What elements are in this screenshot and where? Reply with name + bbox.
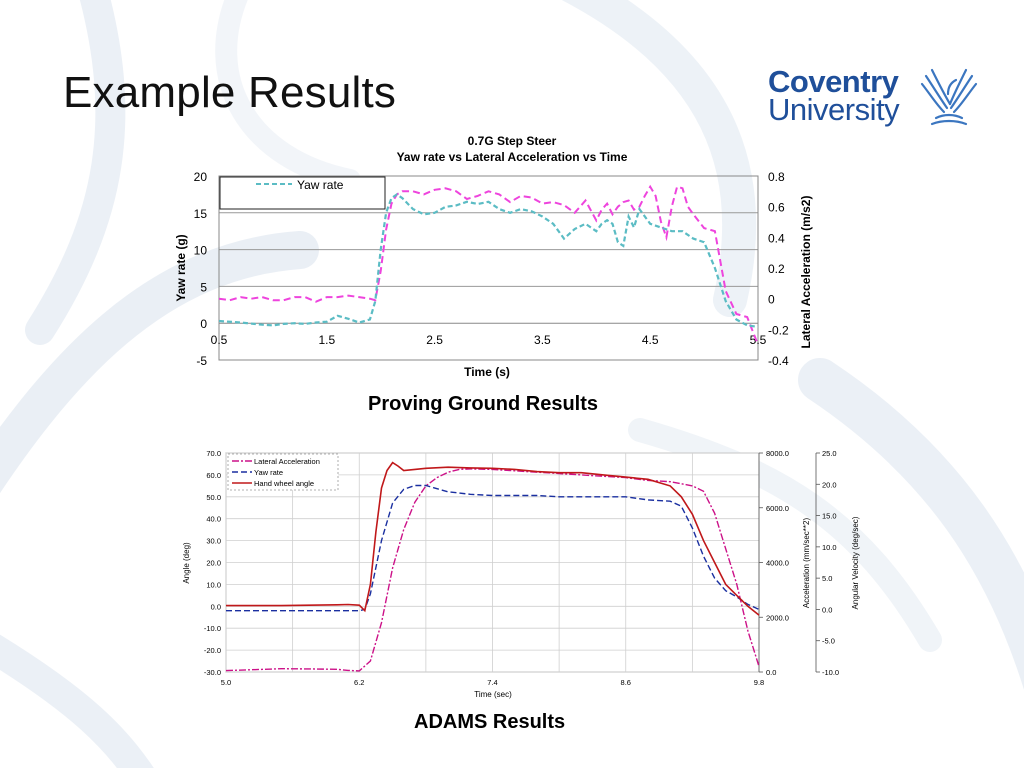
chart1-y2label: Lateral Acceleration (m/s2) <box>799 196 813 349</box>
chart2-series-lateral-acceleration <box>225 468 760 672</box>
chart2-y3label: Angular Velocity (deg/sec) <box>851 516 860 609</box>
chart1-ylabel: Yaw rate (g) <box>174 234 188 301</box>
chart1-y2tick-label: 0.6 <box>768 201 785 215</box>
chart2-y3tick-label: 15.0 <box>822 512 837 521</box>
chart2-legend-label: Hand wheel angle <box>254 479 314 488</box>
chart2-xtick-label: 5.0 <box>221 678 231 687</box>
chart2-ytick-label: 60.0 <box>206 471 221 480</box>
chart1-legend-box <box>219 176 386 210</box>
chart1-y2tick-label: -0.4 <box>768 354 789 368</box>
chart2-y3tick-label: 5.0 <box>822 574 832 583</box>
chart2-y2tick-label: 6000.0 <box>766 504 789 513</box>
chart2-series-hand-wheel-angle <box>226 461 760 616</box>
chart2-xtick-label: 6.2 <box>354 678 364 687</box>
chart1-series-yaw-rate <box>218 193 759 328</box>
chart1-xlabel: Time (s) <box>464 365 510 379</box>
chart2-y3tick-label: -10.0 <box>822 668 839 677</box>
chart1-subtitle: Yaw rate vs Lateral Acceleration vs Time <box>397 150 628 164</box>
chart2-xtick-label: 9.8 <box>754 678 764 687</box>
chart2-xtick-label: 7.4 <box>487 678 497 687</box>
chart2-legend-label: Lateral Acceleration <box>254 457 320 466</box>
chart1-y2tick-label: 0 <box>768 293 775 307</box>
chart1-ytick-label: 5 <box>200 280 207 294</box>
chart2-y2tick-label: 0.0 <box>766 668 776 677</box>
chart2-ytick-label: 40.0 <box>206 515 221 524</box>
chart1-y2tick-label: 0.4 <box>768 231 785 245</box>
background-swirl <box>798 358 1024 690</box>
chart1-xtick-label: 3.5 <box>534 333 551 347</box>
chart1-plot-frame <box>218 175 759 361</box>
chart1-y2tick-label: 0.2 <box>768 262 785 276</box>
chart2-y3tick-label: 0.0 <box>822 605 832 614</box>
slide-title: Example Results <box>63 68 397 117</box>
chart1-y2tick-label: -0.2 <box>768 323 789 337</box>
adams-caption: ADAMS Results <box>414 711 566 733</box>
chart2-ytick-label: 10.0 <box>206 580 221 589</box>
logo-line2: University <box>768 92 900 127</box>
phoenix-logo-icon <box>920 68 978 126</box>
chart2-legend-label: Yaw rate <box>254 468 283 477</box>
background-swirl <box>25 0 126 345</box>
coventry-university-logo: Coventry University <box>768 62 988 134</box>
chart2-ytick-label: -30.0 <box>204 668 221 677</box>
chart2-y3tick-label: 10.0 <box>822 543 837 552</box>
chart2-y2label: Acceleration (mm/sec**2) <box>802 518 811 609</box>
background-swirl <box>628 418 942 652</box>
chart2-y2tick-label: 4000.0 <box>766 559 789 568</box>
chart1-xtick-label: 1.5 <box>318 333 335 347</box>
chart2-ytick-label: 0.0 <box>211 602 221 611</box>
chart2-legend-box <box>227 453 339 491</box>
chart2-y3tick-label: -5.0 <box>822 637 835 646</box>
chart1-ytick-label: -5 <box>196 354 207 368</box>
chart2-y2tick-label: 8000.0 <box>766 449 789 458</box>
chart2-xtick-label: 8.6 <box>621 678 631 687</box>
background-swirl <box>0 231 319 494</box>
chart1-ytick-label: 15 <box>194 207 208 221</box>
chart2-series-yaw-rate <box>226 484 760 612</box>
chart2-y3tick-label: 25.0 <box>822 449 837 458</box>
chart1-series-lateral-acceleration <box>218 184 759 346</box>
chart2-ytick-label: 70.0 <box>206 449 221 458</box>
proving-ground-caption: Proving Ground Results <box>368 393 599 415</box>
chart1-y2tick-label: 0.8 <box>768 170 785 184</box>
chart1-ytick-label: 20 <box>194 170 208 184</box>
chart2-ytick-label: 50.0 <box>206 493 221 502</box>
chart1-title: 0.7G Step Steer <box>468 134 557 148</box>
chart1-xtick-label: 4.5 <box>642 333 659 347</box>
chart1-xtick-label: 0.5 <box>211 333 228 347</box>
background-swirl <box>215 0 361 191</box>
background-swirl <box>0 634 154 768</box>
chart1-ytick-label: 10 <box>194 244 208 258</box>
chart1-xtick-label: 2.5 <box>426 333 443 347</box>
chart2-y2tick-label: 2000.0 <box>766 613 789 622</box>
chart2-ytick-label: 20.0 <box>206 559 221 568</box>
chart2-ytick-label: 30.0 <box>206 537 221 546</box>
chart1-legend-label: Yaw rate <box>297 178 344 192</box>
logo-line1: Coventry <box>768 64 899 99</box>
chart2-ytick-label: -20.0 <box>204 646 221 655</box>
chart2-y3tick-label: 20.0 <box>822 480 837 489</box>
chart2-xlabel: Time (sec) <box>474 690 512 699</box>
chart2-ytick-label: -10.0 <box>204 624 221 633</box>
chart1-ytick-label: 0 <box>200 317 207 331</box>
background-swirl <box>561 0 757 317</box>
chart2-ylabel: Angle (deg) <box>182 542 191 584</box>
